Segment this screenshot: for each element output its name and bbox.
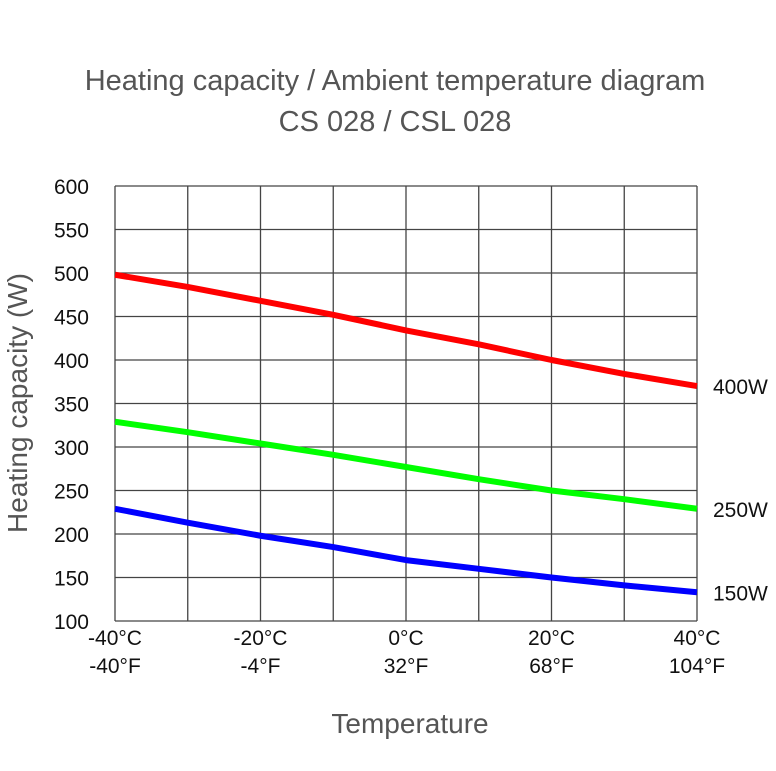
x-tick-label-fahrenheit: 68°F <box>529 655 574 678</box>
y-axis-label: Heating capacity (W) <box>2 273 33 533</box>
x-tick-label-fahrenheit: 104°F <box>669 655 725 678</box>
series-line-250W <box>114 418 698 512</box>
x-tick-label-celsius: -40°C <box>88 627 142 650</box>
x-tick-label-celsius: 0°C <box>388 627 423 650</box>
x-axis-ticks: -40°C -40°F -20°C -4°F 0°C 32°F 20°C 68°F 40°C 10… <box>88 627 725 678</box>
chart-title-line-2: CS 028 / CSL 028 <box>279 106 512 138</box>
series-label-150W: 150W <box>713 582 768 605</box>
series-line-400W <box>114 271 698 390</box>
y-tick-label: 350 <box>54 394 89 417</box>
series-label-250W: 250W <box>713 499 768 522</box>
x-tick-label-fahrenheit: -4°F <box>241 655 281 678</box>
y-tick-label: 500 <box>54 263 89 286</box>
grid <box>114 185 698 622</box>
series-label-400W: 400W <box>713 376 768 399</box>
y-tick-label: 450 <box>54 307 89 330</box>
series-line-150W <box>114 505 698 596</box>
y-tick-label: 200 <box>54 524 89 547</box>
x-axis-label: Temperature <box>331 708 488 739</box>
x-tick-label-fahrenheit: 32°F <box>384 655 429 678</box>
series-lines <box>114 271 698 596</box>
x-tick-label-celsius: -20°C <box>234 627 288 650</box>
x-tick-label-celsius: 40°C <box>674 627 721 650</box>
series-labels: 400W 250W 150W <box>713 376 768 605</box>
y-tick-label: 400 <box>54 350 89 373</box>
y-tick-label: 100 <box>54 611 89 634</box>
x-tick-label-celsius: 20°C <box>528 627 575 650</box>
y-tick-label: 250 <box>54 481 89 504</box>
y-tick-label: 150 <box>54 568 89 591</box>
x-tick-label-fahrenheit: -40°F <box>89 655 141 678</box>
y-tick-label: 550 <box>54 220 89 243</box>
y-tick-label: 300 <box>54 437 89 460</box>
y-tick-label: 600 <box>54 176 89 199</box>
y-axis-ticks: 100 150 200 250 300 350 400 450 500 550 600 <box>54 176 89 634</box>
chart-title-line-1: Heating capacity / Ambient temperature d… <box>85 65 706 97</box>
